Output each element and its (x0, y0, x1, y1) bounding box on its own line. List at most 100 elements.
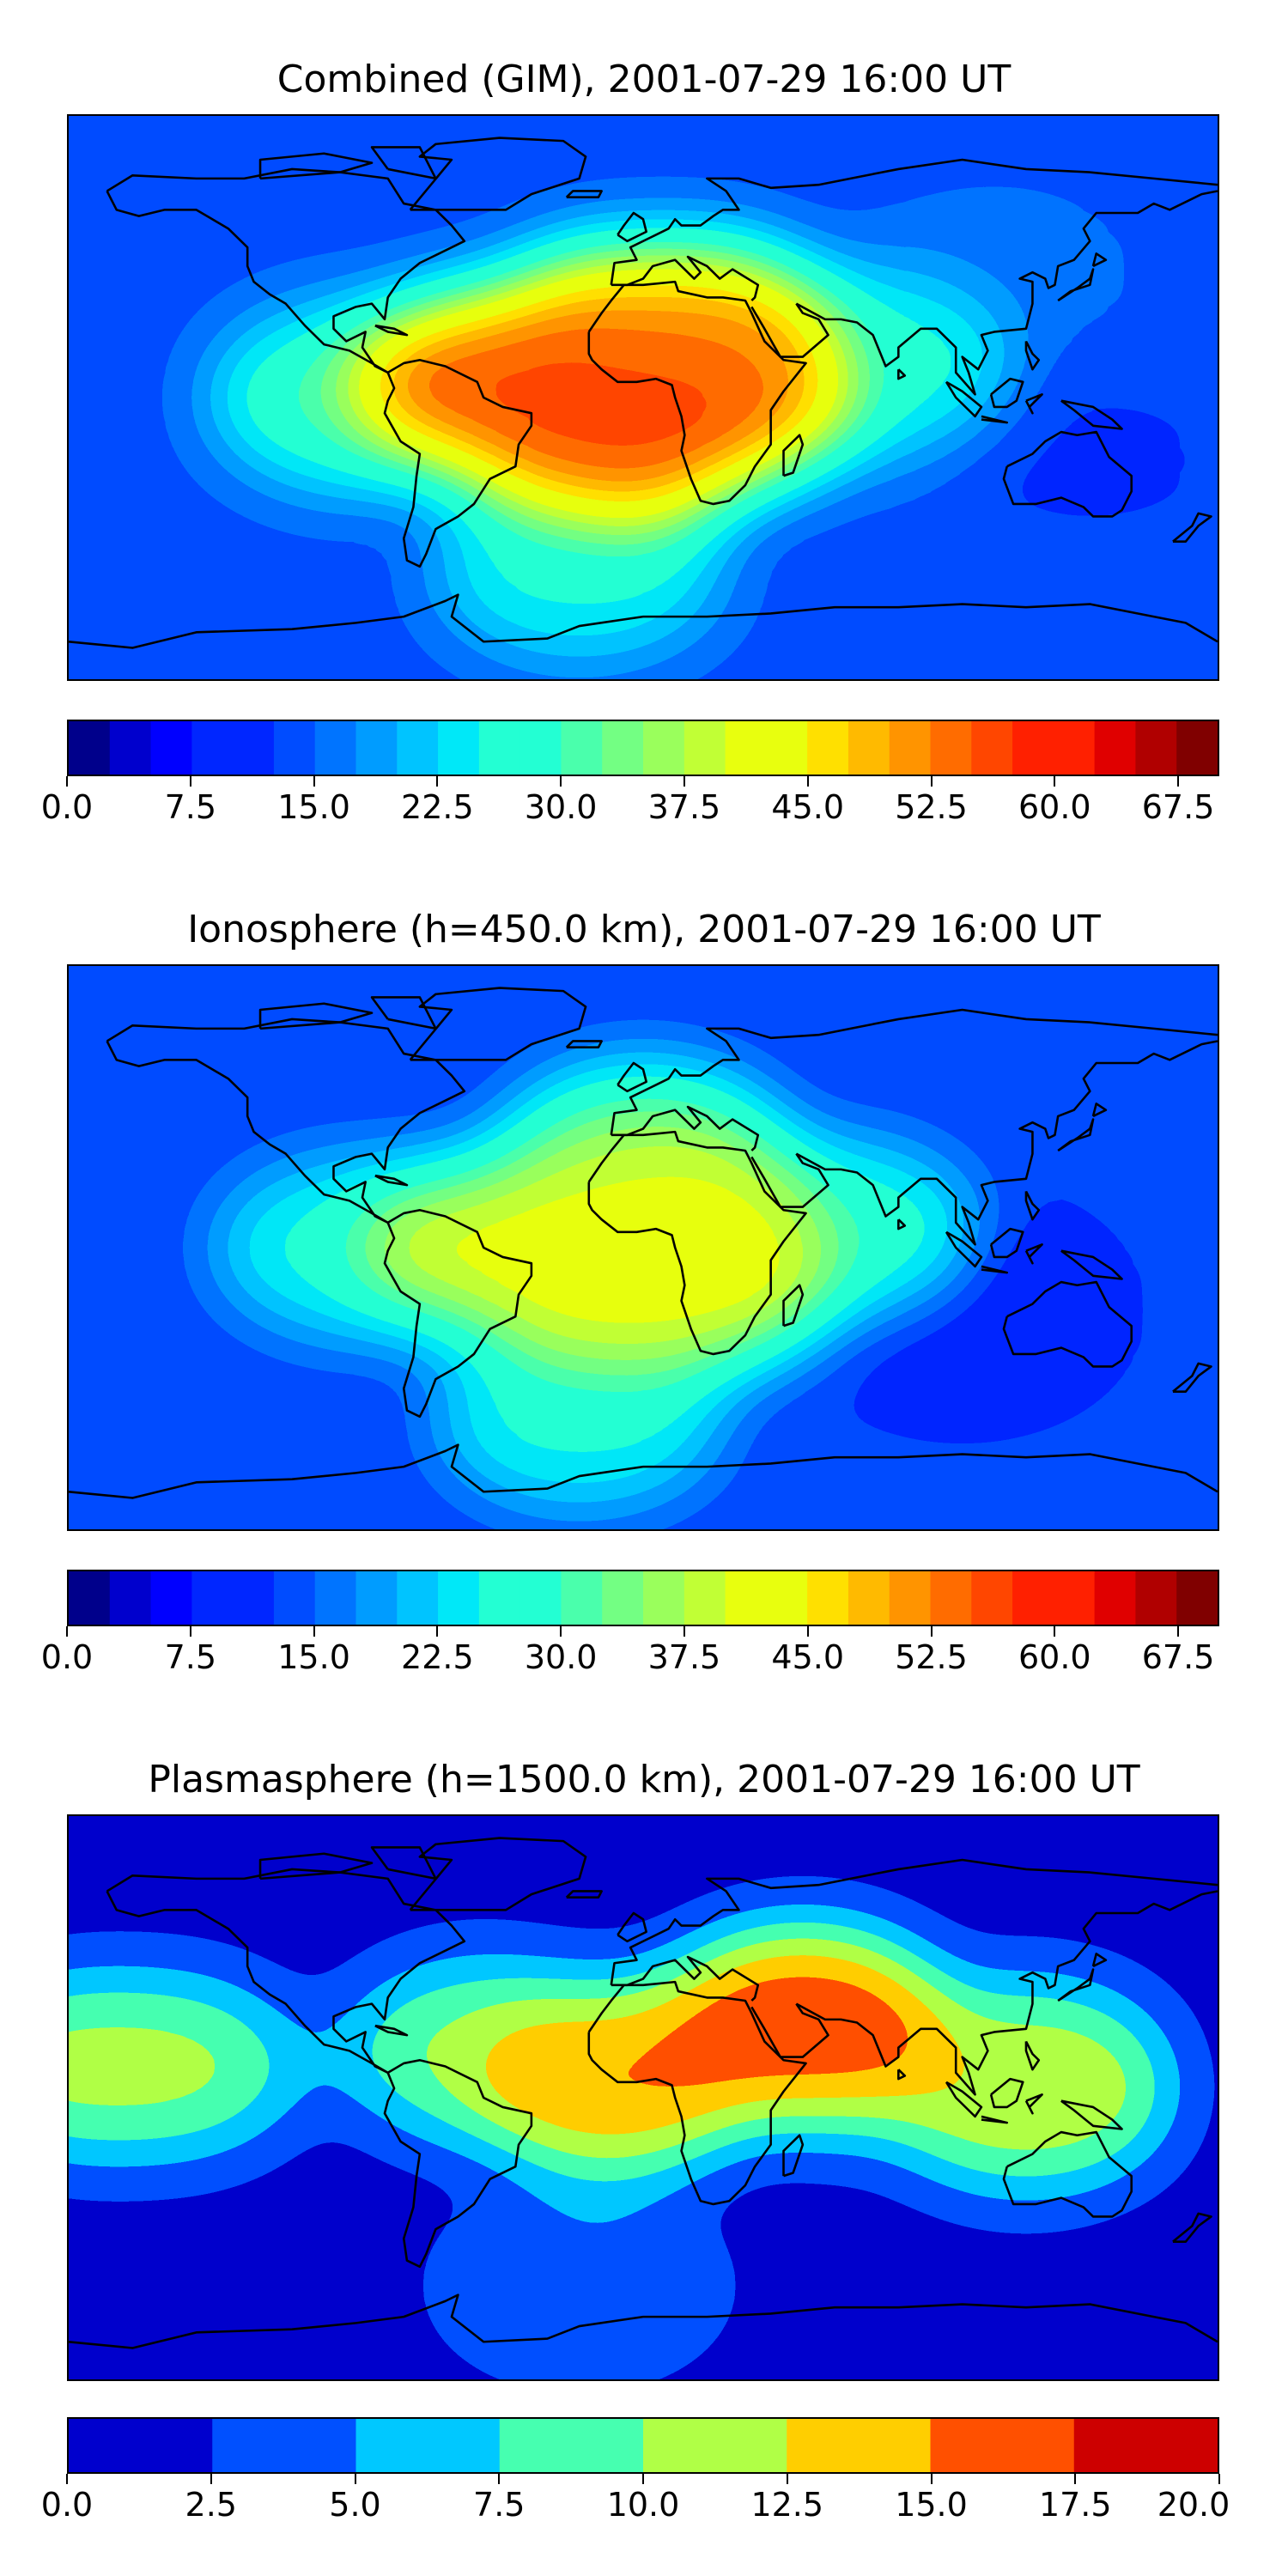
colorbar-swatch (355, 721, 398, 775)
colorbar-swatch (69, 721, 111, 775)
coastline (617, 1061, 647, 1093)
heat-field (69, 116, 1218, 679)
coastline (795, 190, 1218, 396)
colorbar-ticks: 0.0 7.5 15.0 22.5 30.0 37.5 45.0 52.5 60.0 67.5 (41, 1626, 1219, 1676)
coastline (383, 1208, 533, 1419)
coastline (750, 1152, 829, 1208)
coastline (1057, 268, 1095, 302)
colorbar-tick-label: 52.5 (895, 1638, 968, 1676)
colorbar-tick-label: 7.5 (164, 1638, 216, 1676)
chart-title: Plasmasphere (h=1500.0 km), 2001-07-29 1… (148, 1758, 1140, 1801)
colorbar-tick (1074, 2474, 1077, 2484)
coastline (258, 1852, 374, 1880)
coastline (383, 358, 533, 568)
coastline (565, 1040, 603, 1049)
colorbar-swatch (971, 721, 1013, 775)
colorbar (67, 2417, 1219, 2474)
map-svg (69, 966, 1218, 1529)
field-feature (69, 1978, 246, 2155)
coastline (1002, 1280, 1133, 1368)
colorbar-tick-label: 0.0 (40, 1638, 94, 1676)
colorbar-tick (1177, 1626, 1180, 1637)
colorbar-swatch (1135, 1571, 1177, 1625)
coastline (565, 190, 603, 199)
coastline (981, 415, 1009, 424)
coastline (981, 1265, 1009, 1274)
colorbar-swatch (602, 721, 644, 775)
colorbar-swatch (643, 1571, 685, 1625)
coastline (1024, 2093, 1043, 2115)
coastline (989, 2077, 1024, 2109)
coastline (981, 2115, 1009, 2124)
map-plot (67, 964, 1219, 1531)
coastline (587, 280, 807, 506)
colorbar-tick (210, 2474, 212, 2484)
colorbar-swatch (273, 1571, 316, 1625)
colorbar-swatch (314, 1571, 357, 1625)
colorbar-swatch (1094, 1571, 1137, 1625)
colorbar-swatch (1094, 721, 1137, 775)
colorbar-swatch (930, 721, 972, 775)
colorbar-swatch (273, 721, 316, 775)
colorbar-tick-label: 17.5 (1038, 2486, 1112, 2524)
colorbar-tick-label: 37.5 (647, 1638, 721, 1676)
colorbar-tick-label: 22.5 (401, 1638, 474, 1676)
coastline (989, 377, 1024, 409)
colorbar-tick (189, 1626, 191, 1637)
chart-title: Combined (GIM), 2001-07-29 16:00 UT (276, 58, 1012, 101)
coastline (370, 146, 437, 180)
colorbar-tick (560, 1626, 562, 1637)
colorbar-tick (786, 2474, 788, 2484)
coastline (1060, 399, 1123, 430)
colorbar-swatch (807, 721, 849, 775)
coastline (617, 1911, 647, 1943)
coastline (945, 380, 983, 418)
coastline (106, 1868, 466, 2075)
coastline (1057, 1118, 1095, 1152)
coastline (1172, 2212, 1212, 2243)
colorbar-swatch (725, 1571, 767, 1625)
colorbar-tick (806, 776, 809, 787)
colorbar-swatch (519, 1571, 562, 1625)
colorbar-swatch (109, 721, 152, 775)
colorbar-tick-label: 45.0 (771, 788, 845, 826)
colorbar-swatch (1073, 2419, 1218, 2472)
colorbar-tick-label: 7.5 (473, 2486, 526, 2524)
colorbar-swatch (930, 1571, 972, 1625)
colorbar-swatch (438, 1571, 480, 1625)
coastline (374, 324, 409, 337)
coastline (370, 1846, 437, 1880)
coastline (69, 593, 1218, 649)
field-feature (546, 1190, 836, 1368)
coastline (897, 368, 907, 380)
coastline (69, 2293, 1218, 2349)
field-feature (434, 481, 725, 659)
colorbar-tick-label: 0.0 (40, 788, 94, 826)
coastline (374, 1174, 409, 1187)
colorbar-swatch (69, 1571, 111, 1625)
coastlines (69, 137, 1218, 649)
coastline (611, 255, 760, 301)
colorbar-tick (66, 776, 68, 787)
colorbar-tick (1177, 776, 1180, 787)
colorbar-tick-label: 67.5 (1141, 1638, 1215, 1676)
coastline (782, 1284, 805, 1327)
colorbar-tick-label: 45.0 (771, 1638, 845, 1676)
coastline (565, 1890, 603, 1899)
coastline (1024, 393, 1043, 415)
colorbar-swatch (683, 721, 726, 775)
coastline (1024, 1190, 1041, 1221)
colorbar-tick (313, 1626, 315, 1637)
colorbar-swatch (848, 1571, 890, 1625)
colorbar-swatch (725, 721, 767, 775)
coastline (383, 2058, 533, 2269)
colorbar-swatch (69, 2419, 213, 2472)
colorbar-swatch (499, 2419, 644, 2472)
coastline (370, 996, 437, 1030)
colorbar-tick (930, 1626, 933, 1637)
colorbar-swatch (766, 721, 808, 775)
map-svg (69, 116, 1218, 679)
colorbar-tick (66, 2474, 68, 2484)
coastline (1002, 430, 1133, 518)
colorbar-swatch (1012, 1571, 1054, 1625)
